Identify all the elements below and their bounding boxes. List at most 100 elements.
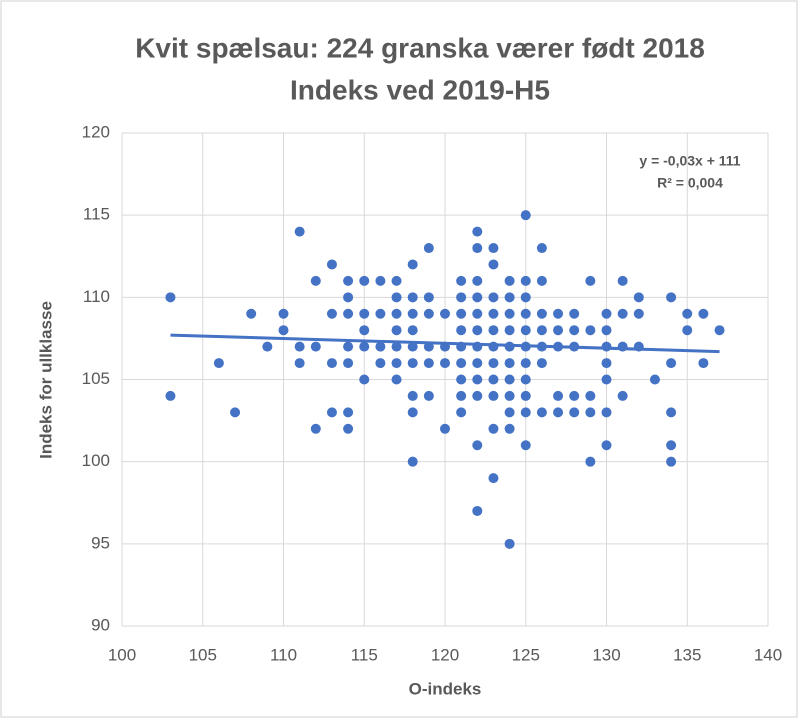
- point: [391, 292, 402, 303]
- point: [165, 292, 176, 303]
- x-tick-label: 120: [431, 645, 459, 664]
- point: [423, 292, 434, 303]
- point: [326, 358, 337, 369]
- point: [504, 325, 515, 336]
- point: [488, 390, 499, 401]
- point: [601, 308, 612, 319]
- point: [666, 407, 677, 418]
- point: [391, 308, 402, 319]
- point: [488, 473, 499, 484]
- point: [472, 440, 483, 451]
- point: [633, 308, 644, 319]
- point: [343, 308, 354, 319]
- y-axis-label: Indeks for ullklasse: [36, 301, 55, 459]
- point: [407, 325, 418, 336]
- point: [698, 308, 709, 319]
- point: [262, 341, 273, 352]
- point: [472, 358, 483, 369]
- point: [536, 275, 547, 286]
- point: [649, 374, 660, 385]
- point: [666, 440, 677, 451]
- point: [310, 423, 321, 434]
- point: [585, 275, 596, 286]
- point: [456, 308, 467, 319]
- point: [585, 456, 596, 467]
- point: [504, 407, 515, 418]
- point: [294, 341, 305, 352]
- point: [666, 292, 677, 303]
- point: [343, 407, 354, 418]
- point: [682, 308, 693, 319]
- y-tick-label: 120: [82, 122, 110, 141]
- point: [488, 325, 499, 336]
- point: [585, 390, 596, 401]
- point: [504, 390, 515, 401]
- point: [488, 358, 499, 369]
- point: [359, 275, 370, 286]
- x-tick-label: 105: [189, 645, 217, 664]
- point: [472, 275, 483, 286]
- point: [536, 407, 547, 418]
- x-tick-label: 110: [270, 645, 297, 664]
- point: [407, 341, 418, 352]
- point: [504, 275, 515, 286]
- point: [310, 341, 321, 352]
- point: [488, 259, 499, 270]
- point: [488, 292, 499, 303]
- point: [536, 243, 547, 254]
- point: [520, 292, 531, 303]
- point: [391, 358, 402, 369]
- point: [407, 292, 418, 303]
- trendline: [170, 333, 720, 354]
- point: [488, 243, 499, 254]
- point: [520, 325, 531, 336]
- point: [440, 423, 450, 434]
- point: [326, 308, 337, 319]
- point: [633, 292, 644, 303]
- point: [488, 341, 499, 352]
- point: [359, 341, 370, 352]
- point: [165, 390, 176, 401]
- x-tick-label: 115: [351, 645, 378, 664]
- point: [569, 390, 580, 401]
- point: [359, 325, 370, 336]
- point: [504, 308, 515, 319]
- point: [504, 538, 515, 549]
- point: [601, 440, 612, 451]
- point: [456, 275, 467, 286]
- point: [456, 374, 467, 385]
- point: [407, 259, 418, 270]
- point: [310, 275, 321, 286]
- point: [326, 407, 337, 418]
- point: [456, 292, 467, 303]
- y-tick-label: 115: [83, 205, 110, 224]
- point: [391, 325, 402, 336]
- annotation: R² = 0,004: [657, 175, 723, 191]
- point: [472, 243, 483, 254]
- point: [456, 407, 467, 418]
- x-tick-label: 140: [754, 645, 782, 664]
- point: [698, 358, 709, 369]
- point: [536, 325, 547, 336]
- x-tick-label: 125: [512, 645, 540, 664]
- point: [423, 358, 434, 369]
- point: [569, 407, 580, 418]
- point: [440, 308, 450, 319]
- point: [553, 407, 564, 418]
- chart-title: Kvit spælsau: 224 granska værer født 201…: [135, 32, 705, 63]
- y-tick-label: 100: [82, 451, 110, 470]
- point: [472, 325, 483, 336]
- x-axis-label: O-indeks: [409, 679, 482, 698]
- point: [617, 390, 628, 401]
- point: [407, 456, 418, 467]
- point: [407, 358, 418, 369]
- point: [601, 407, 612, 418]
- point: [375, 308, 386, 319]
- point: [666, 358, 677, 369]
- x-tick-label: 135: [673, 645, 701, 664]
- point: [343, 358, 354, 369]
- point: [423, 390, 434, 401]
- point: [375, 275, 386, 286]
- point: [472, 226, 483, 237]
